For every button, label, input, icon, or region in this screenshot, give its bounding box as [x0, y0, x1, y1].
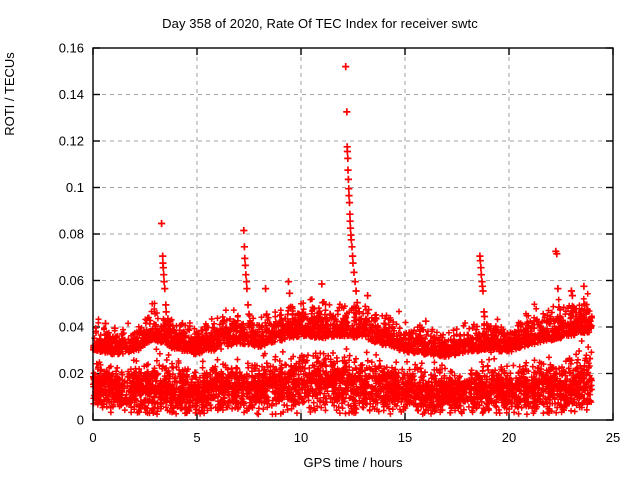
x-tick-label: 15	[398, 430, 412, 445]
scatter-bulk-markers	[90, 290, 595, 418]
x-tick-label: 25	[606, 430, 620, 445]
y-tick-label: 0.16	[59, 41, 84, 56]
y-tick-label: 0.04	[59, 320, 84, 335]
y-axis-label: ROTI / TECUs	[2, 52, 17, 136]
y-tick-label: 0.02	[59, 366, 84, 381]
y-tick-label: 0.1	[66, 180, 84, 195]
scatter-outlier-markers	[92, 63, 595, 355]
page-title: Day 358 of 2020, Rate Of TEC Index for r…	[162, 16, 478, 31]
x-tick-label: 0	[89, 430, 96, 445]
x-tick-label: 5	[193, 430, 200, 445]
plot-frame	[92, 47, 614, 421]
x-tick-label: 10	[294, 430, 308, 445]
y-tick-label: 0.06	[59, 273, 84, 288]
x-axis-label: GPS time / hours	[303, 455, 403, 470]
x-tick-label: 20	[502, 430, 516, 445]
y-tick-label: 0.08	[59, 227, 84, 242]
y-tick-label: 0.12	[59, 134, 84, 149]
y-tick-label: 0.14	[59, 87, 84, 102]
y-tick-label: 0	[77, 413, 84, 428]
axis-tick-labels: 0 0.02 0.04 0.06 0.08 0.1 0.12 0.14 0.16 0 5 10 15 20…	[59, 41, 621, 446]
data-point-layer	[90, 63, 595, 418]
